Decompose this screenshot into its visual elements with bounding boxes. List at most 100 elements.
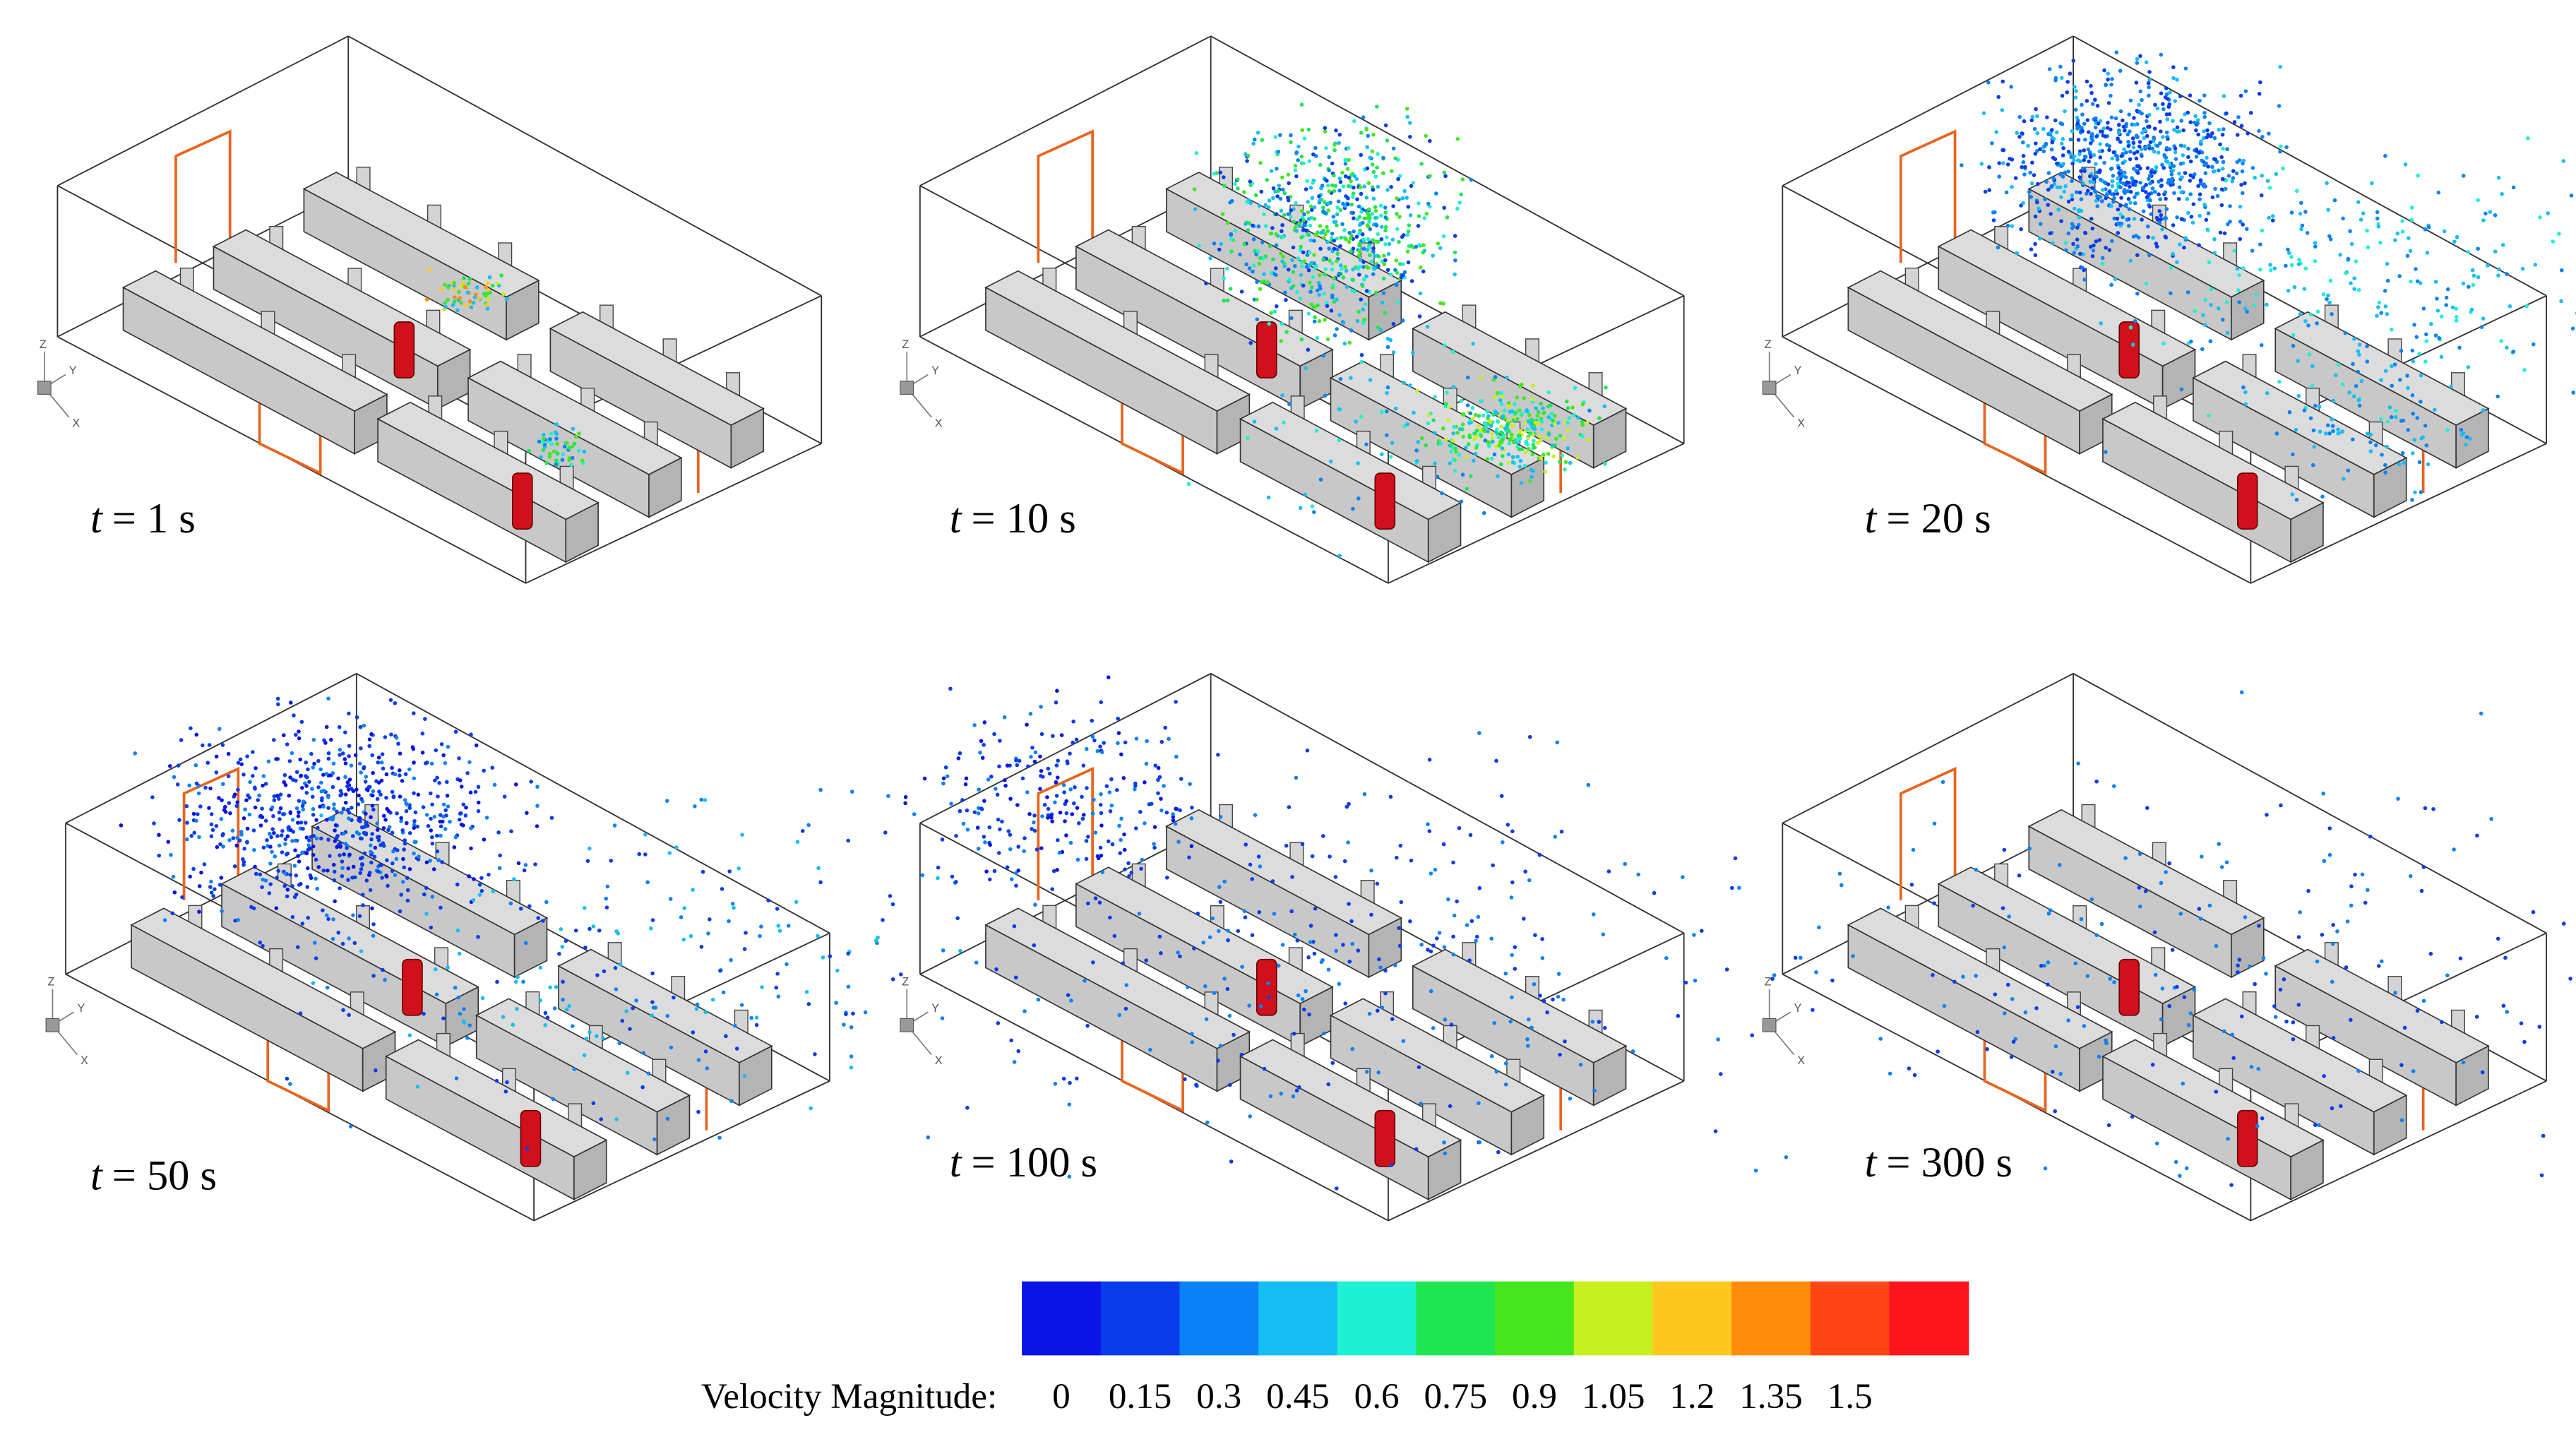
particle xyxy=(1033,750,1038,755)
particle xyxy=(311,765,315,770)
particle xyxy=(2011,1039,2016,1044)
particle xyxy=(834,1001,838,1005)
particle xyxy=(405,888,410,893)
particle xyxy=(846,951,850,956)
particle xyxy=(1361,260,1366,264)
particle xyxy=(501,292,506,297)
particle xyxy=(2175,984,2179,989)
particle xyxy=(367,737,372,741)
particle xyxy=(727,919,731,924)
particle xyxy=(1434,191,1438,196)
particle xyxy=(2115,216,2120,221)
particle xyxy=(358,871,362,876)
particle xyxy=(194,781,199,786)
particle xyxy=(1095,749,1100,753)
particle xyxy=(197,884,202,888)
particle xyxy=(347,777,352,782)
particle xyxy=(1347,340,1352,345)
particle xyxy=(1460,472,1465,477)
particle xyxy=(1510,995,1514,1000)
particle xyxy=(2145,166,2150,170)
particle xyxy=(1541,406,1545,410)
particle xyxy=(1383,991,1388,996)
particle xyxy=(362,765,366,770)
particle xyxy=(2098,194,2103,199)
colorbar-tick-label: 1.5 xyxy=(1827,1376,1873,1417)
particle xyxy=(2046,960,2051,965)
particle xyxy=(1085,1023,1090,1028)
particle xyxy=(1580,402,1585,407)
particle xyxy=(1053,800,1057,805)
particle xyxy=(1501,840,1505,845)
particle xyxy=(1361,265,1366,269)
particle xyxy=(2410,205,2414,210)
particle xyxy=(2296,262,2301,266)
particle xyxy=(369,815,373,820)
particle xyxy=(1332,246,1337,251)
particle xyxy=(2383,304,2388,309)
particle xyxy=(1398,262,1402,266)
particle xyxy=(389,732,393,737)
particle xyxy=(1467,958,1472,962)
particle xyxy=(2192,172,2197,177)
particle xyxy=(316,785,321,789)
particle xyxy=(1084,857,1089,861)
particle xyxy=(2003,1011,2007,1015)
particle xyxy=(1242,909,1247,914)
particle xyxy=(2221,160,2226,165)
particle xyxy=(476,809,481,813)
particle xyxy=(1814,970,1818,974)
particle xyxy=(2241,266,2246,270)
particle xyxy=(2471,282,2476,287)
particle xyxy=(1332,333,1337,338)
particle xyxy=(818,787,823,792)
particle xyxy=(1030,746,1034,750)
particle xyxy=(179,738,184,742)
particle xyxy=(439,833,443,838)
particle xyxy=(2413,490,2417,495)
particle xyxy=(357,793,361,798)
particle xyxy=(485,281,490,285)
particle xyxy=(1296,256,1301,261)
particle xyxy=(1335,259,1339,263)
particle xyxy=(278,792,283,797)
particle xyxy=(2410,498,2414,502)
particle xyxy=(2313,403,2318,408)
particle xyxy=(2181,153,2186,157)
particle xyxy=(1375,881,1380,886)
particle xyxy=(267,891,272,895)
particle xyxy=(1273,189,1277,194)
particle xyxy=(699,944,704,949)
particle xyxy=(2125,189,2130,193)
particle xyxy=(2501,1003,2506,1008)
particle xyxy=(1253,193,1258,198)
particle xyxy=(1376,232,1381,237)
particle xyxy=(1455,431,1460,435)
particle xyxy=(244,798,249,803)
particle xyxy=(1441,426,1445,431)
particle xyxy=(438,819,443,824)
particle xyxy=(1330,1061,1335,1066)
particle xyxy=(2202,114,2207,119)
particle xyxy=(1563,467,1567,472)
particle xyxy=(1402,189,1407,193)
particle xyxy=(1477,1140,1482,1145)
particle xyxy=(2063,170,2068,175)
particle xyxy=(2215,193,2220,198)
particle xyxy=(2077,152,2082,157)
particle xyxy=(482,837,487,842)
particle xyxy=(1338,244,1342,249)
particle xyxy=(2048,231,2053,236)
particle xyxy=(1326,967,1331,972)
particle xyxy=(2151,236,2155,240)
particle xyxy=(1449,443,1454,447)
particle xyxy=(1071,740,1075,745)
particle xyxy=(347,744,352,749)
particle xyxy=(1417,1065,1421,1070)
particle xyxy=(287,759,292,763)
particle xyxy=(2408,249,2413,254)
particle xyxy=(1116,741,1120,746)
particle xyxy=(1280,234,1285,239)
particle xyxy=(245,840,249,845)
desk-top xyxy=(2192,360,2408,475)
